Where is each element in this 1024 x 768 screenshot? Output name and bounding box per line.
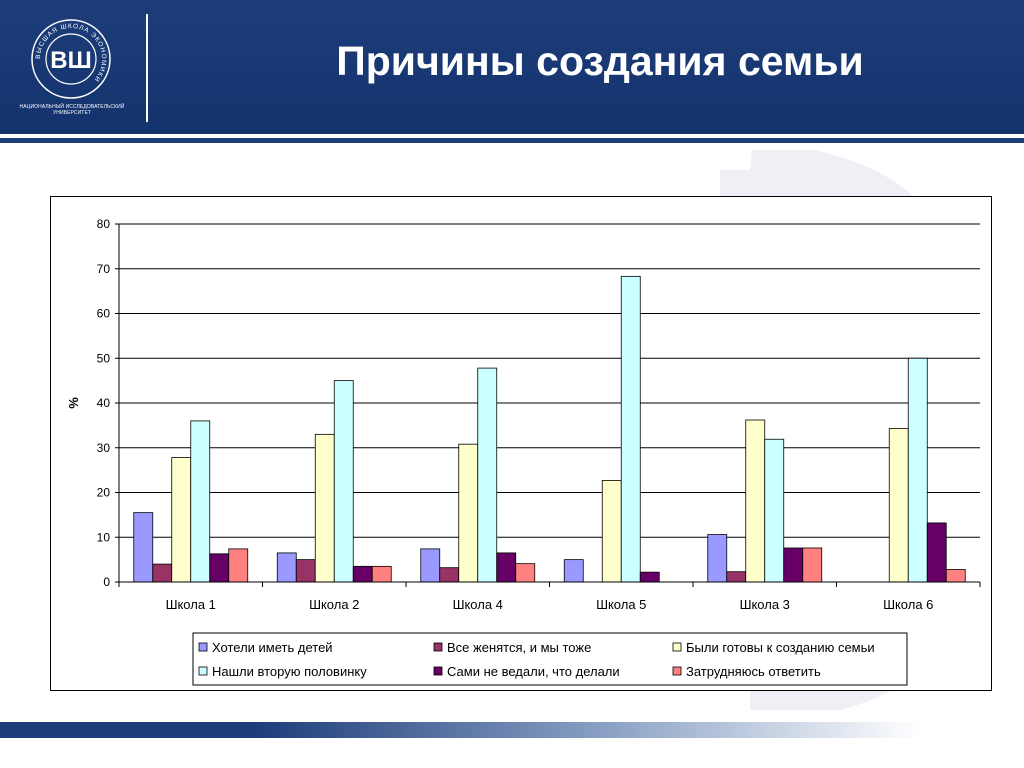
legend-swatch xyxy=(198,642,208,652)
bar xyxy=(439,567,460,583)
bar xyxy=(371,565,392,583)
bar xyxy=(764,438,785,583)
bar xyxy=(314,433,335,583)
bar xyxy=(152,563,173,583)
bar xyxy=(515,563,536,583)
legend-label: Были готовы к созданию семьи xyxy=(686,640,875,655)
header-divider-white xyxy=(0,134,1024,138)
bar xyxy=(171,457,192,583)
legend-label: Хотели иметь детей xyxy=(212,640,333,655)
bar xyxy=(601,480,622,583)
logo-divider xyxy=(146,14,148,122)
bar xyxy=(352,565,373,583)
chart-frame: 0 10 20 30 40 50 60 70 80% Школа 1 Школа 2 Школа 4 Ш… xyxy=(50,196,992,691)
bar xyxy=(133,512,154,583)
y-tick-label: 80 xyxy=(97,217,111,231)
bar xyxy=(420,548,441,583)
y-tick-label: 30 xyxy=(97,441,111,455)
y-tick-label: 70 xyxy=(97,262,111,276)
bar xyxy=(333,380,354,583)
y-tick-label: 10 xyxy=(97,530,111,544)
legend-swatch xyxy=(433,642,443,652)
y-tick-label: 0 xyxy=(103,575,110,589)
slide-title: Причины создания семьи xyxy=(336,38,864,84)
bar xyxy=(907,357,928,583)
y-tick-label: 60 xyxy=(97,307,111,321)
header-bar xyxy=(0,0,1024,134)
university-logo: ВЫСШАЯ ШКОЛА ЭКОНОМИКИ ВШ xyxy=(31,19,111,99)
y-tick-label: 50 xyxy=(97,351,111,365)
y-tick-label: 20 xyxy=(97,486,111,500)
y-tick-label: 40 xyxy=(97,396,111,410)
x-tick-label: Школа 3 xyxy=(740,597,790,612)
bar xyxy=(802,547,823,583)
bar xyxy=(639,571,660,583)
bar xyxy=(945,569,966,583)
legend-swatch xyxy=(672,666,682,676)
bar xyxy=(783,547,804,583)
bar xyxy=(276,552,297,583)
bar xyxy=(707,534,728,583)
legend-label: Нашли вторую половинку xyxy=(212,664,367,679)
bar xyxy=(209,553,230,583)
logo-monogram: ВШ xyxy=(50,47,91,74)
legend-swatch xyxy=(433,666,443,676)
legend-box xyxy=(192,632,908,686)
y-axis-label: % xyxy=(66,397,81,409)
footer-bar xyxy=(0,722,1024,738)
x-tick-label: Школа 4 xyxy=(453,597,503,612)
bar xyxy=(295,559,316,583)
x-tick-label: Школа 2 xyxy=(309,597,359,612)
legend-swatch xyxy=(672,642,682,652)
legend-swatch xyxy=(198,666,208,676)
bar xyxy=(496,552,517,583)
legend-label: Затрудняюсь ответить xyxy=(686,664,821,679)
bar xyxy=(190,420,211,583)
bar xyxy=(620,275,641,583)
x-tick-label: Школа 1 xyxy=(166,597,216,612)
logo-caption: НАЦИОНАЛЬНЫЙ ИССЛЕДОВАТЕЛЬСКИЙ УНИВЕРСИТ… xyxy=(19,104,125,116)
legend-label: Все женятся, и мы тоже xyxy=(447,640,591,655)
bar xyxy=(726,571,747,583)
bar xyxy=(228,548,249,583)
bar xyxy=(458,443,479,583)
bar xyxy=(563,559,584,583)
x-tick-label: Школа 5 xyxy=(596,597,646,612)
legend-label: Сами не ведали, что делали xyxy=(447,664,620,679)
bar-chart: 0 10 20 30 40 50 60 70 80% Школа 1 Школа 2 Школа 4 Ш… xyxy=(66,217,981,686)
bar xyxy=(888,428,909,583)
bar xyxy=(926,522,947,583)
x-tick-label: Школа 6 xyxy=(883,597,933,612)
header-divider-blue xyxy=(0,138,1024,143)
bar xyxy=(477,367,498,583)
bar xyxy=(745,419,766,583)
